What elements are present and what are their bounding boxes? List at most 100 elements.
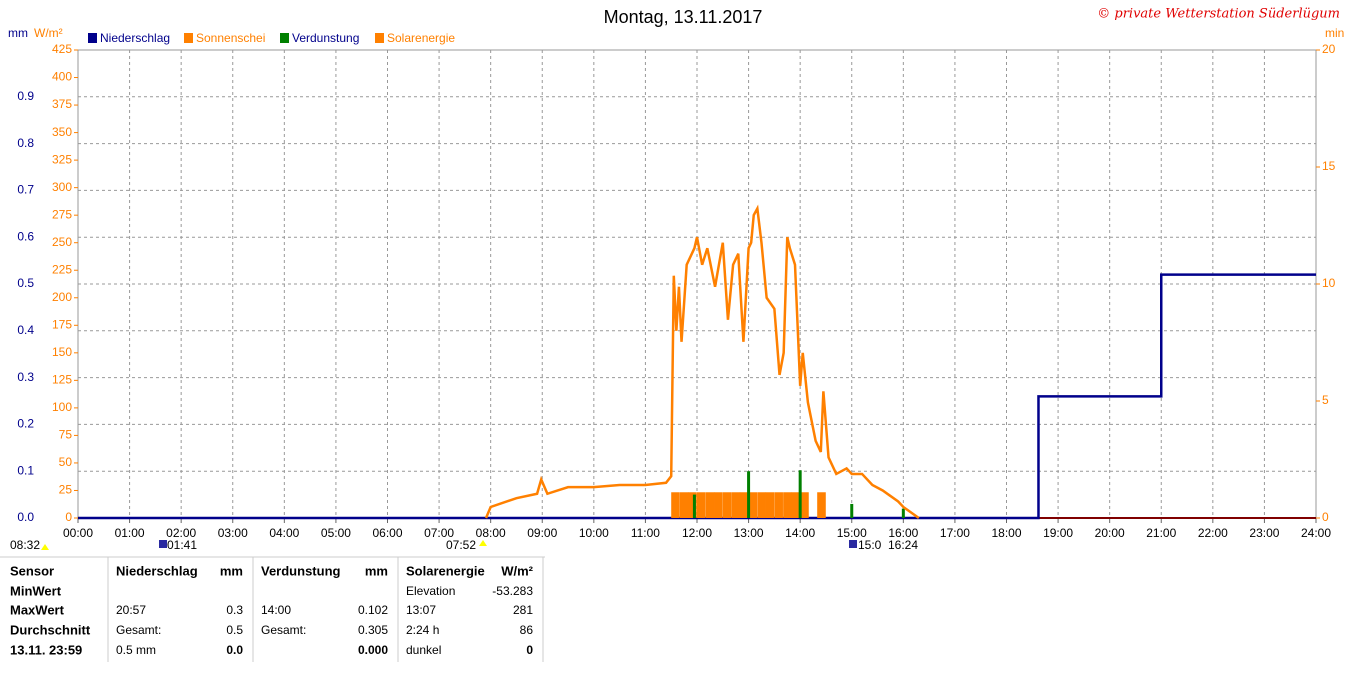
- bar: [757, 492, 766, 518]
- x-tick-label: 02:00: [166, 526, 196, 540]
- table-cell: 13:07: [406, 603, 436, 617]
- x-tick-label: 22:00: [1198, 526, 1228, 540]
- bar: [817, 492, 826, 518]
- x-tick-label: 05:00: [321, 526, 351, 540]
- table-cell: Durchschnitt: [10, 622, 91, 637]
- w-tick-label: 325: [52, 152, 72, 166]
- axis-unit: mm: [8, 26, 28, 40]
- bar: [705, 492, 715, 518]
- x-tick-label: 00:00: [63, 526, 93, 540]
- w-tick-label: 25: [59, 483, 73, 497]
- w-tick-label: 400: [52, 70, 72, 84]
- table-cell: 0.305: [358, 623, 388, 637]
- table-cell: Verdunstung: [261, 563, 341, 578]
- w-tick-label: 225: [52, 262, 72, 276]
- copyright: © private Wetterstation Süderlügum: [1097, 7, 1340, 22]
- bar: [765, 492, 775, 518]
- bar: [714, 492, 723, 518]
- x-tick-label: 06:00: [372, 526, 402, 540]
- table-cell: Elevation: [406, 584, 455, 598]
- spike: [901, 508, 905, 518]
- table-cell: Gesamt:: [116, 623, 161, 637]
- table-cell: W/m²: [501, 563, 533, 578]
- bar: [722, 492, 732, 518]
- y2-tick-label: 5: [1322, 393, 1329, 407]
- table-cell: 86: [520, 623, 534, 637]
- x-tick-label: 12:00: [682, 526, 712, 540]
- x-tick-label: 17:00: [940, 526, 970, 540]
- table-cell: 20:57: [116, 603, 146, 617]
- x-tick-label: 18:00: [991, 526, 1021, 540]
- x-tick-label: 16:00: [888, 526, 918, 540]
- y-tick-label: 0.4: [17, 323, 34, 337]
- y2-tick-label: 15: [1322, 159, 1336, 173]
- x-tick-label: 09:00: [527, 526, 557, 540]
- table-cell: 2:24 h: [406, 623, 439, 637]
- spike: [850, 503, 854, 518]
- table-cell: Gesamt:: [261, 623, 306, 637]
- x-tick-label: 14:00: [785, 526, 815, 540]
- x-tick-label: 20:00: [1095, 526, 1125, 540]
- axis-unit: W/m²: [34, 26, 63, 40]
- table-cell: mm: [220, 563, 243, 578]
- legend-label: Solarenergie: [387, 31, 455, 45]
- bar: [748, 492, 758, 518]
- table-cell: 0: [526, 643, 533, 657]
- y-tick-label: 0.1: [17, 463, 34, 477]
- time-marker: 07:52: [446, 538, 476, 552]
- table-cell: Sensor: [10, 563, 54, 578]
- legend-label: Niederschlag: [100, 31, 170, 45]
- bar: [800, 492, 809, 518]
- x-tick-label: 03:00: [218, 526, 248, 540]
- y2-tick-label: 10: [1322, 276, 1336, 290]
- x-tick-label: 23:00: [1249, 526, 1279, 540]
- w-tick-label: 375: [52, 97, 72, 111]
- y-tick-label: 0.8: [17, 136, 34, 150]
- moon-marker: [159, 540, 167, 548]
- w-tick-label: 200: [52, 290, 72, 304]
- bar: [731, 492, 741, 518]
- time-marker: 08:32: [10, 538, 40, 552]
- table-cell: 0.3: [226, 603, 243, 617]
- table-cell: -53.283: [492, 584, 533, 598]
- w-tick-label: 175: [52, 317, 72, 331]
- time-marker: 15:0: [858, 538, 882, 552]
- x-tick-label: 13:00: [734, 526, 764, 540]
- axis-unit: min: [1325, 26, 1344, 40]
- y-tick-label: 0.7: [17, 183, 34, 197]
- y-tick-label: 0.3: [17, 370, 34, 384]
- bar: [774, 492, 783, 518]
- x-tick-label: 21:00: [1146, 526, 1176, 540]
- bar: [739, 492, 749, 518]
- y-tick-label: 0.2: [17, 417, 34, 431]
- w-tick-label: 100: [52, 400, 72, 414]
- moon-marker: [849, 540, 857, 548]
- spike: [692, 494, 696, 518]
- legend-swatch: [280, 33, 289, 43]
- series-line: [484, 204, 920, 520]
- table-cell: 13.11. 23:59: [10, 642, 82, 657]
- x-tick-label: 07:00: [424, 526, 454, 540]
- series-line: [78, 273, 1316, 520]
- w-tick-label: 150: [52, 345, 72, 359]
- table-cell: 0.102: [358, 603, 388, 617]
- table-cell: mm: [365, 563, 388, 578]
- x-tick-label: 24:00: [1301, 526, 1331, 540]
- time-marker: 16:24: [888, 538, 918, 552]
- table-cell: 0.000: [358, 643, 388, 657]
- y-tick-label: 0.5: [17, 276, 34, 290]
- table-cell: MaxWert: [10, 602, 65, 617]
- legend-swatch: [88, 33, 97, 43]
- sun-marker: [41, 544, 49, 550]
- w-tick-label: 300: [52, 180, 72, 194]
- w-tick-label: 50: [59, 455, 73, 469]
- bar: [783, 492, 792, 518]
- table-cell: 0.5: [226, 623, 243, 637]
- y-tick-label: 0.6: [17, 229, 34, 243]
- legend-label: Sonnenschei: [196, 31, 265, 45]
- legend-swatch: [375, 33, 384, 43]
- w-tick-label: 425: [52, 42, 72, 56]
- spike: [798, 470, 802, 518]
- table-cell: Niederschlag: [116, 563, 198, 578]
